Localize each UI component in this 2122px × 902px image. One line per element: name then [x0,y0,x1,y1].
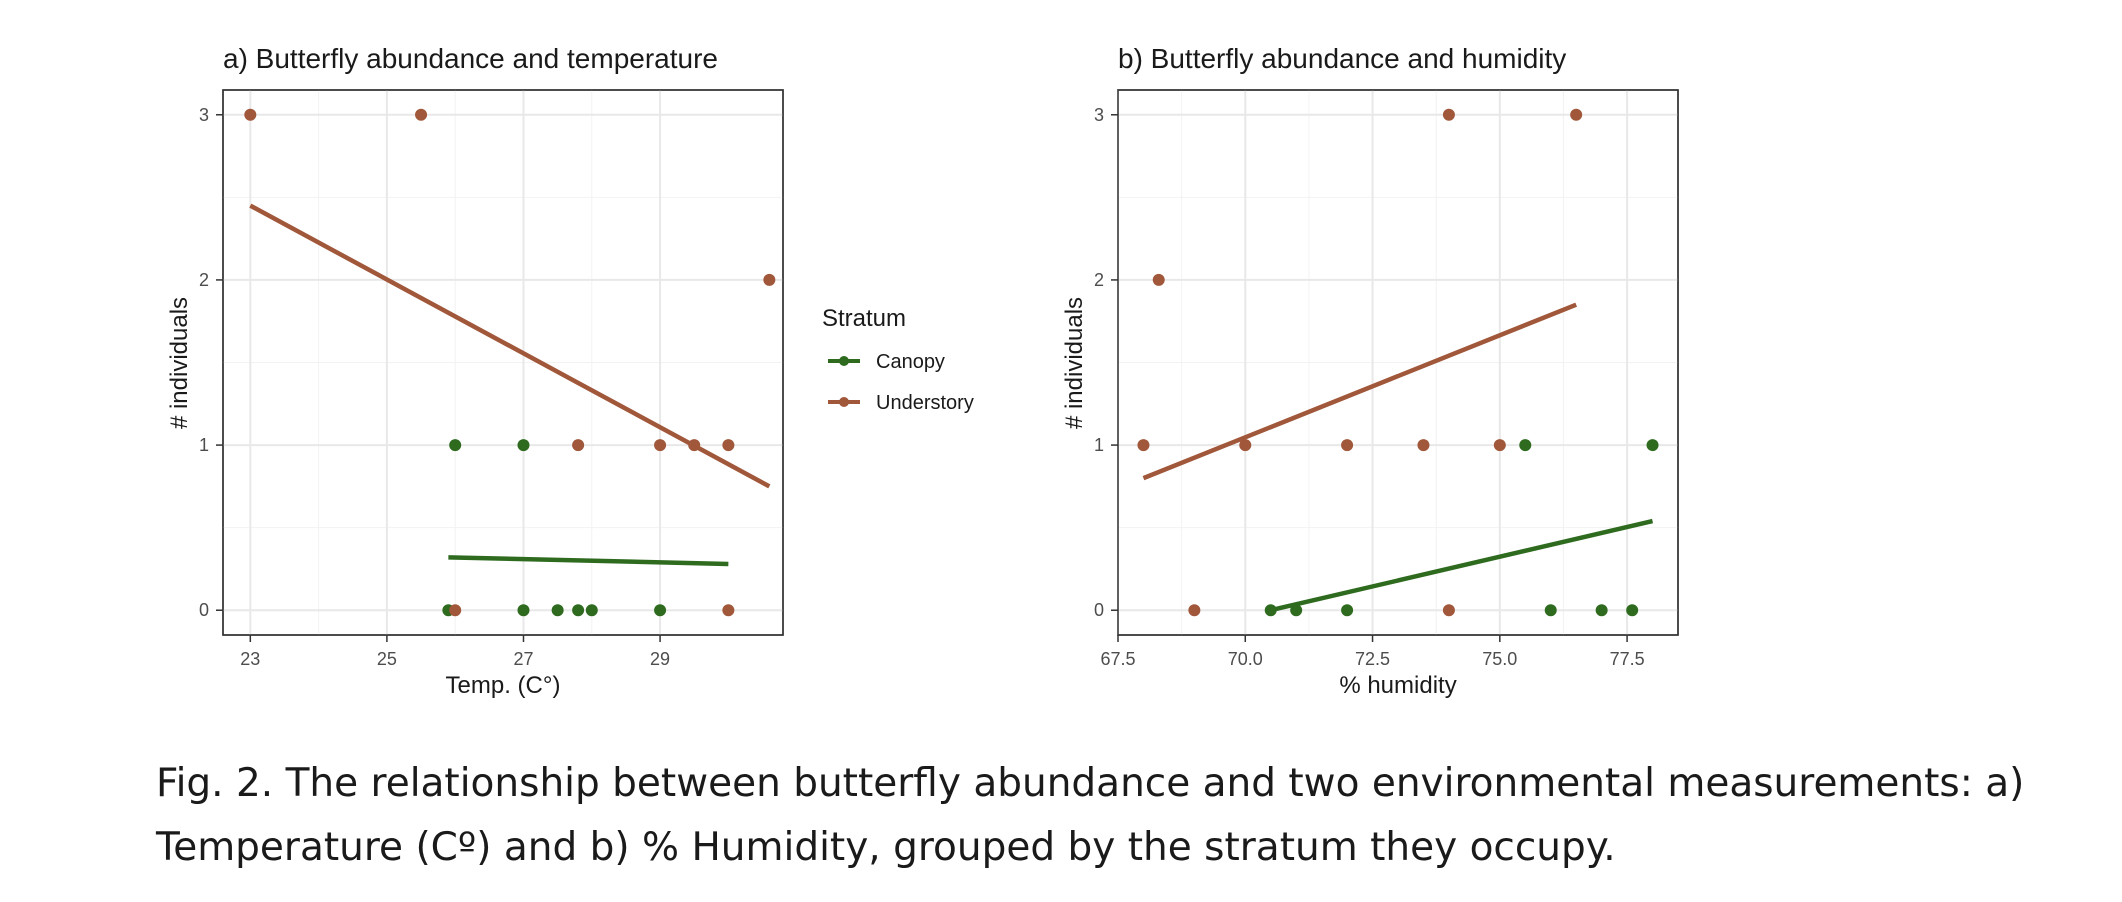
data-point-understory [1152,273,1165,286]
data-point-canopy [517,604,530,617]
data-point-canopy [1264,604,1277,617]
panel-b-trend-lines [1142,302,1654,613]
data-point-understory [1188,604,1201,617]
panel-b-y-ticks: 0 1 2 3 [1094,105,1118,620]
x-tick-label: 27 [513,649,533,669]
x-tick-label: 77.5 [1610,649,1645,669]
data-point-understory [688,439,701,452]
x-tick-label: 25 [377,649,397,669]
legend-title: Stratum [822,305,906,332]
panel-a-trend-lines [249,203,771,567]
data-point-canopy [1544,604,1557,617]
data-point-understory [449,604,462,617]
data-point-understory [415,108,428,121]
panel-b-points [1137,108,1659,617]
trend-line-understory [249,203,771,489]
data-point-understory [1442,604,1455,617]
x-tick-label: 23 [240,649,260,669]
data-point-understory [572,439,585,452]
panel-a-grid [223,90,783,635]
panel-b-y-axis-title: # individuals [1061,297,1088,429]
panel-a-y-ticks: 0 1 2 3 [199,105,223,620]
panel-b-x-ticks: 67.5 70.0 72.5 75.0 77.5 [1100,635,1645,669]
data-point-understory [1239,439,1252,452]
data-point-canopy [654,604,667,617]
legend-label-canopy: Canopy [876,351,945,373]
y-tick-label: 1 [199,435,209,455]
x-tick-label: 75.0 [1482,649,1517,669]
data-point-understory [1341,439,1354,452]
data-point-canopy [1341,604,1354,617]
legend: Stratum Canopy Understory [822,305,974,414]
data-point-understory [1442,108,1455,121]
data-point-canopy [572,604,585,617]
figure-caption: Fig. 2. The relationship between butterf… [156,761,2025,870]
legend-label-understory: Understory [876,392,974,414]
data-point-canopy [1595,604,1608,617]
data-point-understory [654,439,667,452]
x-tick-label: 70.0 [1228,649,1263,669]
y-tick-label: 3 [1094,105,1104,125]
panel-a-title: a) Butterfly abundance and temperature [223,43,718,74]
panel-temperature: a) Butterfly abundance and temperature 2… [166,43,784,699]
data-point-understory [1493,439,1506,452]
y-tick-label: 3 [199,105,209,125]
y-tick-label: 0 [199,600,209,620]
y-tick-label: 2 [1094,270,1104,290]
data-point-canopy [1290,604,1303,617]
trend-line-canopy [448,555,729,567]
legend-item-canopy: Canopy [828,351,945,373]
panel-a-y-axis-title: # individuals [166,297,193,429]
legend-marker-understory [839,397,849,407]
panel-a-x-axis-title: Temp. (C°) [446,672,561,699]
panel-a-border [222,89,784,636]
panel-b-x-axis-title: % humidity [1339,672,1456,699]
data-point-canopy [1626,604,1639,617]
data-point-canopy [585,604,598,617]
data-point-canopy [449,439,462,452]
y-tick-label: 0 [1094,600,1104,620]
y-tick-label: 1 [1094,435,1104,455]
x-tick-label: 72.5 [1355,649,1390,669]
data-point-understory [722,604,735,617]
data-point-canopy [551,604,564,617]
panel-a-points [244,108,776,617]
data-point-understory [244,108,257,121]
data-point-canopy [1519,439,1532,452]
data-point-canopy [1646,439,1659,452]
legend-item-understory: Understory [828,392,974,414]
x-tick-label: 67.5 [1100,649,1135,669]
figure-chart: a) Butterfly abundance and temperature 2… [166,43,1679,699]
panel-b-border [1117,89,1679,636]
data-point-understory [722,439,735,452]
trend-line-canopy [1270,518,1654,613]
data-point-canopy [517,439,530,452]
trend-line-understory [1142,302,1578,481]
data-point-understory [1417,439,1430,452]
legend-marker-canopy [839,356,849,366]
data-point-understory [1137,439,1150,452]
panel-a-x-ticks: 23 25 27 29 [240,635,670,669]
x-tick-label: 29 [650,649,670,669]
data-point-understory [763,273,776,286]
panel-humidity: b) Butterfly abundance and humidity 67.5… [1061,43,1679,699]
panel-b-title: b) Butterfly abundance and humidity [1118,43,1566,74]
data-point-understory [1570,108,1583,121]
y-tick-label: 2 [199,270,209,290]
